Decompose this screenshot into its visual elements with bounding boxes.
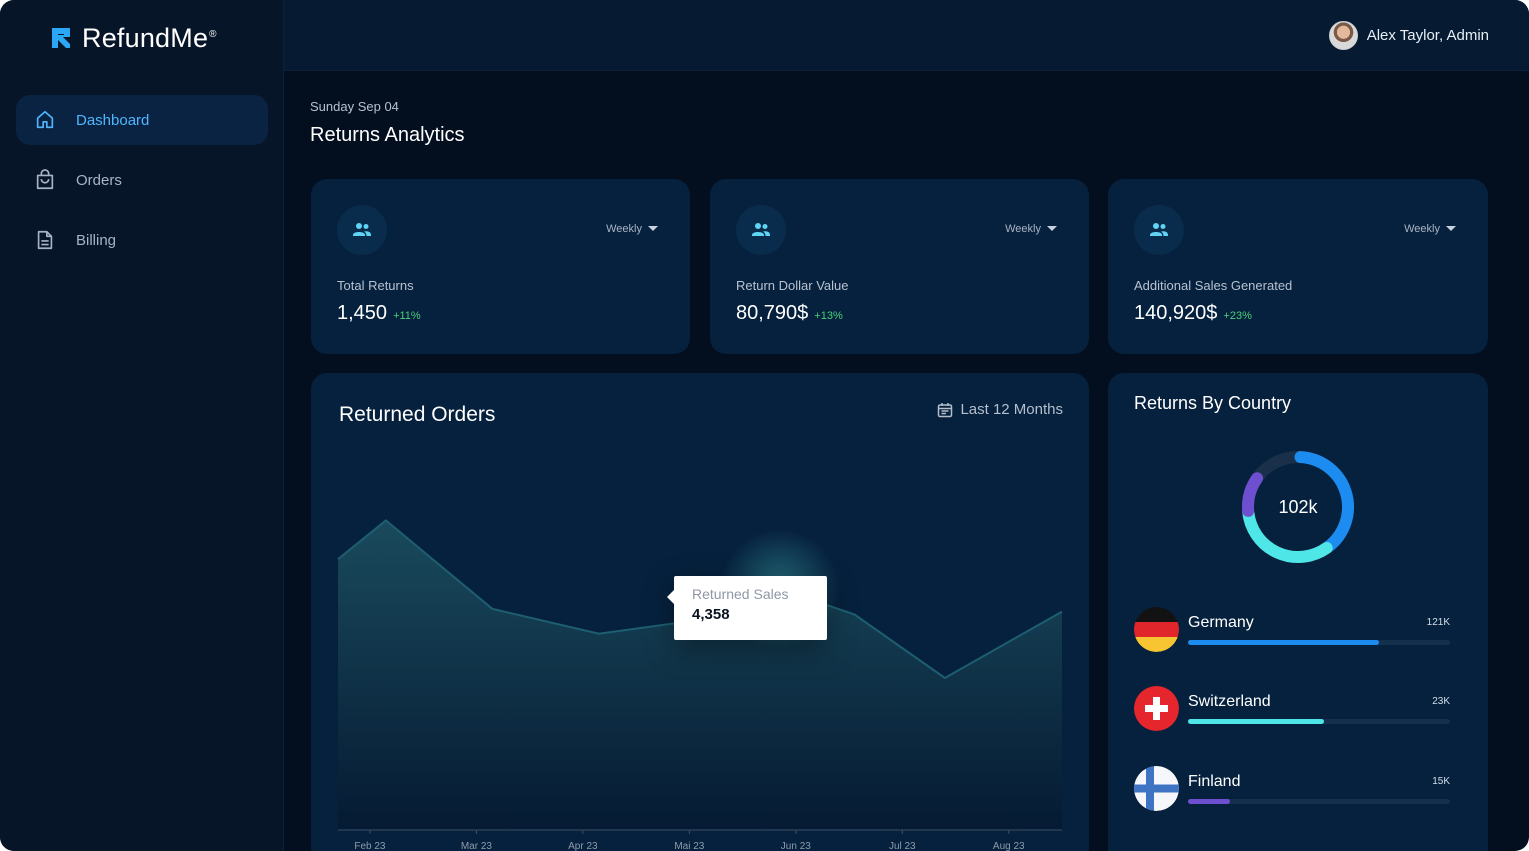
- sidebar-item-label: Dashboard: [76, 111, 150, 129]
- stat-value-row: 140,920$ +23%: [1134, 302, 1252, 325]
- document-icon: [37, 230, 53, 250]
- refundme-logo-icon: [52, 28, 70, 48]
- period-dropdown[interactable]: Weekly: [1404, 223, 1456, 235]
- germany-flag-icon: [1134, 607, 1179, 652]
- users-icon: [353, 223, 371, 236]
- avatar: [1328, 21, 1358, 50]
- stat-card-additional-sales: Weekly Additional Sales Generated 140,92…: [1108, 179, 1488, 354]
- country-name: Finland: [1188, 773, 1241, 790]
- period-label: Weekly: [606, 223, 642, 235]
- country-value: 15K: [1432, 776, 1450, 787]
- country-name: Germany: [1188, 614, 1254, 631]
- stat-delta: +11%: [393, 310, 421, 322]
- app-name: RefundMe®: [82, 23, 217, 54]
- stat-label: Total Returns: [337, 278, 414, 293]
- stat-label: Return Dollar Value: [736, 278, 849, 293]
- country-progress-track: [1188, 719, 1450, 724]
- stat-card-total-returns: Weekly Total Returns 1,450 +11%: [311, 179, 690, 354]
- x-tick-label: Feb 23: [354, 841, 386, 851]
- country-name: Switzerland: [1188, 693, 1271, 710]
- donut-segment-switzerland: [1242, 506, 1333, 563]
- calendar-icon: [938, 402, 953, 417]
- current-date: Sunday Sep 04: [310, 99, 399, 114]
- logo[interactable]: RefundMe®: [50, 22, 217, 54]
- period-dropdown[interactable]: Weekly: [1005, 223, 1057, 235]
- donut-segment-germany: [1294, 451, 1354, 554]
- sidebar: RefundMe® Dashboard Orders Billing: [0, 0, 284, 851]
- switzerland-flag-icon: [1134, 686, 1179, 731]
- stat-card-return-dollar-value: Weekly Return Dollar Value 80,790$ +13%: [710, 179, 1089, 354]
- country-progress-track: [1188, 799, 1450, 804]
- home-icon: [36, 110, 54, 129]
- stat-icon-wrapper: [1134, 205, 1184, 255]
- date-range-label: Last 12 Months: [960, 401, 1063, 418]
- period-label: Weekly: [1005, 223, 1041, 235]
- sidebar-item-label: Orders: [76, 171, 122, 189]
- page-title: Returns Analytics: [310, 124, 465, 146]
- period-label: Weekly: [1404, 223, 1440, 235]
- country-card-title: Returns By Country: [1134, 393, 1292, 413]
- country-value: 121K: [1426, 617, 1450, 628]
- caret-down-icon: [1446, 226, 1456, 231]
- chart-tooltip: Returned Sales 4,358: [667, 576, 827, 640]
- donut-total: 102k: [1278, 496, 1318, 517]
- tooltip-value: 4,358: [692, 606, 730, 623]
- x-tick-label: Jul 23: [889, 841, 916, 851]
- stat-value: 1,450: [337, 302, 388, 324]
- user-menu[interactable]: Alex Taylor, Admin: [1328, 21, 1489, 50]
- date-range-selector[interactable]: Last 12 Months: [937, 401, 1063, 418]
- x-tick-label: Mai 23: [674, 841, 704, 851]
- sidebar-nav: Dashboard Orders Billing: [16, 95, 268, 275]
- stat-icon-wrapper: [337, 205, 387, 255]
- registered-mark: ®: [209, 28, 217, 40]
- stat-delta: +13%: [814, 310, 843, 322]
- sidebar-item-dashboard[interactable]: Dashboard: [16, 95, 268, 145]
- tooltip-label: Returned Sales: [692, 586, 789, 602]
- users-icon: [1150, 223, 1168, 236]
- shopping-bag-icon: [36, 169, 54, 190]
- stat-label: Additional Sales Generated: [1134, 278, 1293, 293]
- x-tick-label: Aug 23: [993, 841, 1025, 851]
- x-tick-label: Mar 23: [461, 841, 493, 851]
- sidebar-item-label: Billing: [76, 231, 117, 249]
- stat-value: 140,920$: [1134, 302, 1218, 324]
- donut-segment-finland: [1242, 472, 1264, 517]
- period-dropdown[interactable]: Weekly: [606, 223, 658, 235]
- stat-value-row: 1,450 +11%: [337, 302, 421, 325]
- x-tick-label: Apr 23: [568, 841, 598, 851]
- user-name: Alex Taylor, Admin: [1366, 27, 1489, 44]
- returned-orders-card: Returned Orders Last 12 Months Feb 23 Mar…: [311, 373, 1089, 851]
- country-progress-fill: [1188, 799, 1230, 804]
- caret-down-icon: [1047, 226, 1057, 231]
- country-row-switzerland[interactable]: Switzerland 23K: [1134, 686, 1450, 732]
- users-icon: [752, 223, 770, 236]
- chart-title: Returned Orders: [339, 403, 496, 426]
- stat-value: 80,790$: [736, 302, 809, 324]
- stat-delta: +23%: [1223, 310, 1252, 322]
- x-tick-label: Jun 23: [781, 841, 811, 851]
- returns-by-country-card: Returns By Country 102k Germany 121K: [1108, 373, 1488, 851]
- sidebar-item-billing[interactable]: Billing: [16, 215, 268, 265]
- country-value: 23K: [1432, 696, 1450, 707]
- sidebar-item-orders[interactable]: Orders: [16, 155, 268, 205]
- top-header: Alex Taylor, Admin: [284, 0, 1529, 71]
- finland-flag-icon: [1134, 766, 1179, 811]
- country-progress-fill: [1188, 719, 1325, 724]
- caret-down-icon: [648, 226, 658, 231]
- returns-donut-chart: [1242, 451, 1354, 563]
- country-row-finland[interactable]: Finland 15K: [1134, 766, 1450, 812]
- country-progress-track: [1188, 640, 1450, 645]
- app-name-text: RefundMe: [82, 22, 209, 53]
- stat-value-row: 80,790$ +13%: [736, 302, 843, 325]
- chart-area-fill: [338, 520, 1062, 830]
- country-progress-fill: [1188, 640, 1380, 645]
- stat-icon-wrapper: [736, 205, 786, 255]
- country-row-germany[interactable]: Germany 121K: [1134, 607, 1450, 653]
